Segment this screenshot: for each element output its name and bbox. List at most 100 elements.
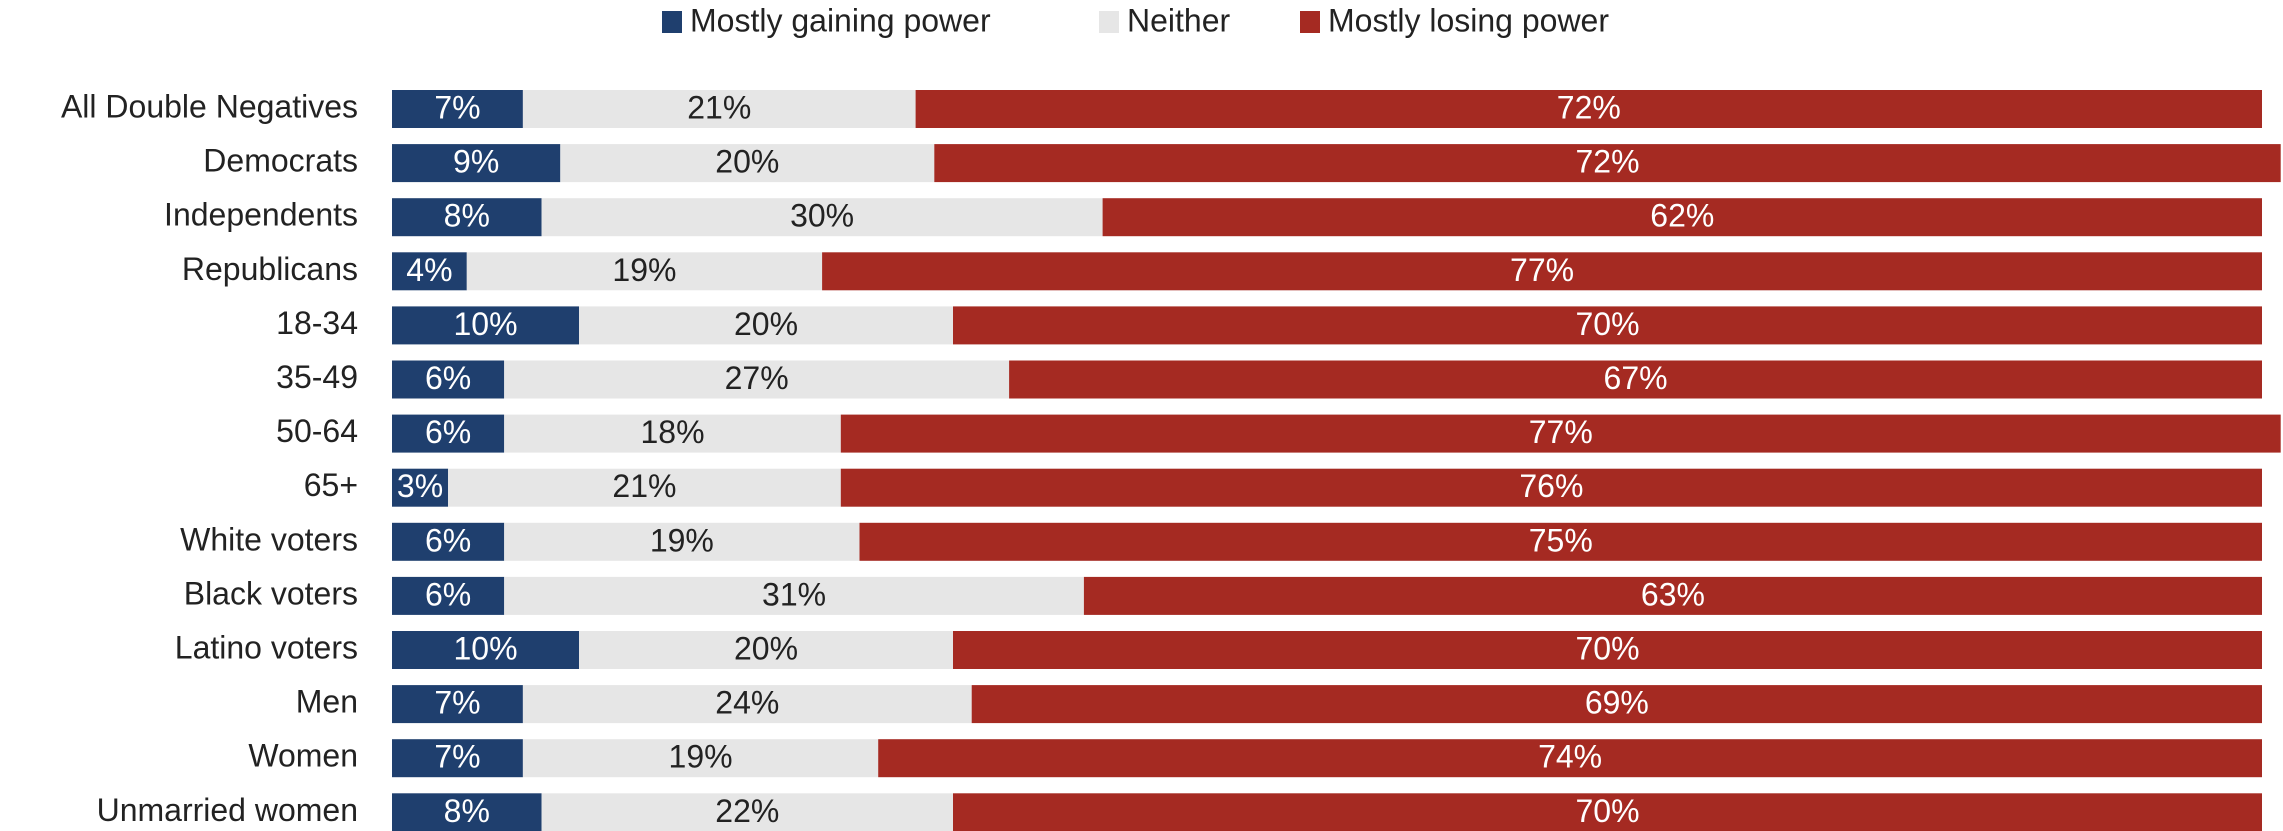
- bar-segment: [971, 685, 2263, 724]
- category-label: 18-34: [276, 305, 358, 341]
- value-label: 6%: [425, 414, 471, 450]
- legend-swatch: [1099, 11, 1119, 33]
- bar-segment: [579, 306, 953, 345]
- bar-segment: [448, 468, 841, 507]
- value-label: 19%: [612, 252, 676, 288]
- bar-segment: [392, 576, 505, 615]
- bar-segment: [915, 90, 2262, 128]
- bar-segment: [392, 252, 467, 291]
- bar-segment: [466, 252, 823, 291]
- value-label: 76%: [1519, 468, 1583, 504]
- bar-segment: [522, 90, 916, 128]
- category-label: Men: [296, 684, 358, 720]
- value-label: 6%: [425, 576, 471, 612]
- category-label: Latino voters: [175, 629, 358, 665]
- category-label: Unmarried women: [97, 792, 358, 828]
- category-label: Democrats: [203, 143, 358, 179]
- value-label: 27%: [725, 360, 789, 396]
- value-label: 19%: [650, 522, 714, 558]
- value-label: 20%: [734, 306, 798, 342]
- bar-segment: [522, 739, 879, 778]
- value-label: 8%: [444, 793, 490, 829]
- bar-segment: [392, 522, 505, 561]
- bar-segment: [392, 793, 542, 831]
- value-label: 67%: [1604, 360, 1668, 396]
- bar-segment: [392, 739, 523, 778]
- bar-segment: [840, 414, 2281, 453]
- bar-segment: [1083, 576, 2262, 615]
- value-label: 10%: [453, 306, 517, 342]
- category-label: 35-49: [276, 359, 358, 395]
- value-label: 31%: [762, 576, 826, 612]
- value-label: 6%: [425, 360, 471, 396]
- bar-segment: [392, 360, 505, 399]
- value-label: 77%: [1529, 414, 1593, 450]
- value-label: 4%: [406, 252, 452, 288]
- value-label: 75%: [1529, 522, 1593, 558]
- bar-segment: [392, 631, 579, 669]
- value-label: 22%: [715, 793, 779, 829]
- bar-segment: [504, 360, 1010, 399]
- value-label: 70%: [1575, 630, 1639, 666]
- value-label: 74%: [1538, 739, 1602, 775]
- bar-segment: [392, 306, 579, 345]
- value-label: 63%: [1641, 576, 1705, 612]
- value-label: 18%: [640, 414, 704, 450]
- category-label: 50-64: [276, 413, 358, 449]
- legend-label: Mostly gaining power: [690, 2, 991, 38]
- legend-label: Mostly losing power: [1328, 2, 1609, 38]
- bar-segment: [504, 522, 860, 561]
- bar-segment: [859, 522, 2262, 561]
- value-label: 9%: [453, 144, 499, 180]
- value-label: 24%: [715, 685, 779, 721]
- bar-segment: [541, 198, 1103, 237]
- value-label: 19%: [669, 739, 733, 775]
- bar-segment: [934, 144, 2281, 183]
- value-label: 3%: [397, 468, 443, 504]
- value-label: 7%: [434, 739, 480, 775]
- value-label: 70%: [1575, 793, 1639, 829]
- category-label: Women: [248, 738, 358, 774]
- value-label: 7%: [434, 89, 480, 125]
- bar-segment: [392, 468, 449, 507]
- bar-segment: [504, 414, 841, 453]
- value-label: 30%: [790, 198, 854, 234]
- category-label: Republicans: [182, 251, 358, 287]
- bar-segment: [953, 631, 2262, 669]
- bar-segment: [541, 793, 953, 831]
- bar-segment: [1009, 360, 2262, 399]
- category-label: Independents: [164, 197, 358, 233]
- bar-segment: [560, 144, 935, 183]
- value-label: 72%: [1575, 144, 1639, 180]
- value-label: 20%: [734, 630, 798, 666]
- value-label: 6%: [425, 522, 471, 558]
- bar-segment: [392, 144, 561, 183]
- value-label: 21%: [612, 468, 676, 504]
- value-label: 7%: [434, 685, 480, 721]
- bar-segment: [392, 414, 505, 453]
- value-label: 10%: [453, 630, 517, 666]
- legend-swatch: [1300, 11, 1320, 33]
- category-label: Black voters: [184, 575, 358, 611]
- bar-segment: [504, 576, 1084, 615]
- value-label: 70%: [1575, 306, 1639, 342]
- bar-segment: [392, 90, 523, 128]
- bar-segment: [1102, 198, 2262, 237]
- bar-segment: [392, 198, 542, 237]
- category-label: All Double Negatives: [61, 88, 358, 124]
- legend-swatch: [662, 11, 682, 33]
- value-label: 21%: [687, 89, 751, 125]
- value-label: 72%: [1557, 89, 1621, 125]
- category-label: 65+: [304, 467, 358, 503]
- value-label: 62%: [1650, 198, 1714, 234]
- bar-segment: [840, 468, 2262, 507]
- bar-segment: [878, 739, 2263, 778]
- bar-segment: [522, 685, 972, 724]
- category-label: White voters: [180, 521, 358, 557]
- bar-segment: [953, 793, 2262, 831]
- bar-segment: [953, 306, 2262, 345]
- bar-segment: [579, 631, 953, 669]
- value-label: 77%: [1510, 252, 1574, 288]
- value-label: 20%: [715, 144, 779, 180]
